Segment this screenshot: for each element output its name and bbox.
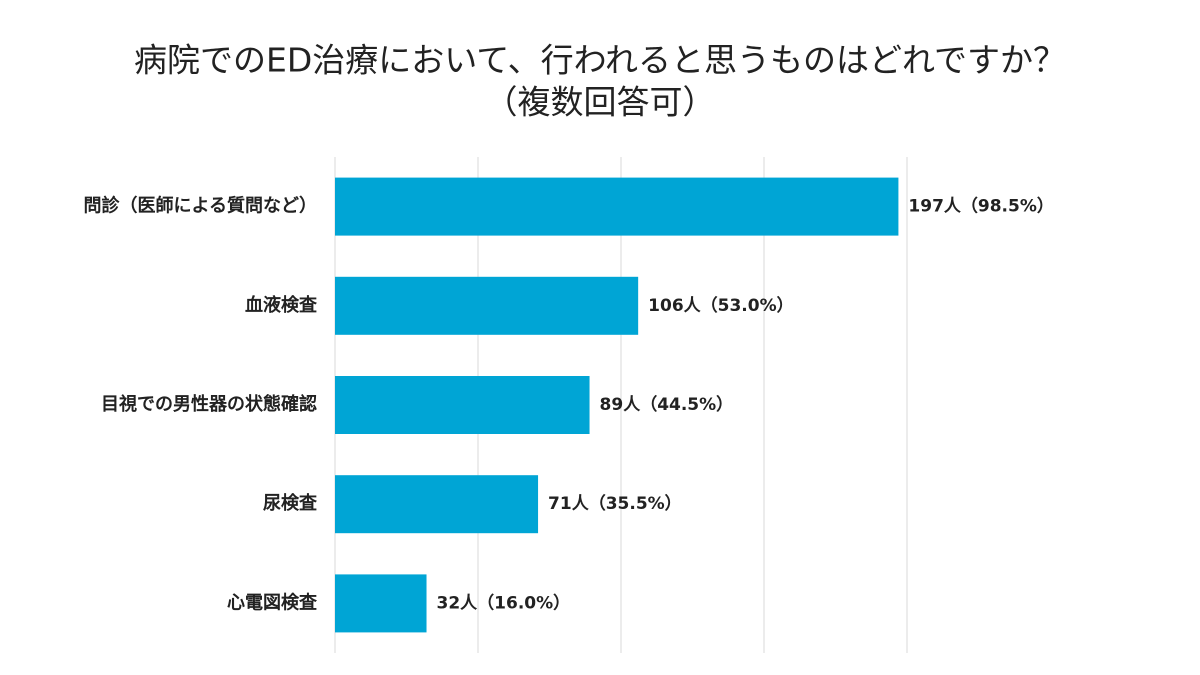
value-label: 71人（35.5%）: [548, 493, 682, 514]
bar: [335, 177, 899, 236]
chart-title: 病院でのED治療において、行われると思うものはどれですか？: [134, 41, 1066, 80]
value-label: 106人（53.0%）: [648, 295, 793, 316]
bar: [335, 276, 639, 335]
bar: [335, 574, 427, 633]
y-tick-label: 心電図検査: [227, 591, 317, 613]
y-tick-label: 尿検査: [263, 492, 317, 514]
value-label: 32人（16.0%）: [437, 592, 571, 613]
bar: [335, 475, 539, 534]
y-tick-label: 問診（医師による質問など）: [84, 195, 317, 217]
value-label: 197人（98.5%）: [908, 196, 1053, 217]
bar: [335, 376, 590, 434]
y-tick-label: 目視での男性器の状態確認: [101, 393, 317, 415]
chart-subtitle: （複数回答可）: [485, 83, 716, 122]
y-tick-label: 血液検査: [245, 294, 317, 316]
value-label: 89人（44.5%）: [600, 394, 734, 415]
